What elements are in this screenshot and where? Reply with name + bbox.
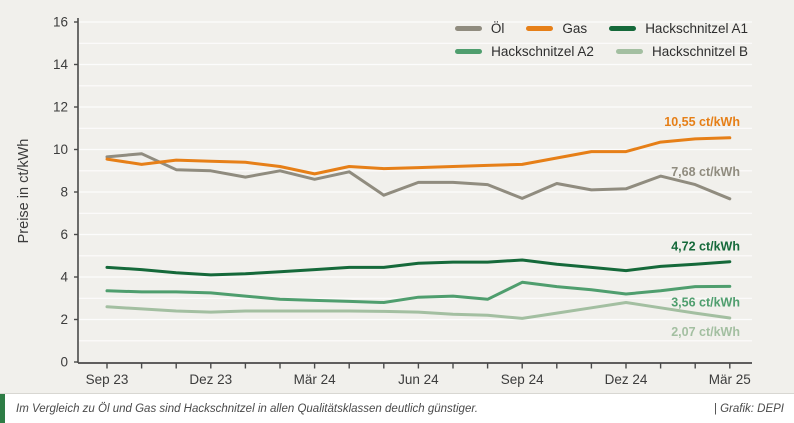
legend-swatch-hackschnitzel-a1 — [609, 26, 637, 31]
end-label-hackschnitzel-a2: 3,56 ct/kWh — [671, 295, 740, 309]
x-tick-label: Dez 23 — [189, 372, 232, 387]
legend-swatch-oel — [454, 26, 482, 31]
y-tick-label: 14 — [53, 57, 69, 72]
caption-text: Im Vergleich zu Öl und Gas sind Hackschn… — [16, 403, 478, 415]
chart-region: 0 2 4 6 8 10 12 14 16 Sep 23 Dez 23 Mär 24 Jun 24 Sep… — [0, 0, 794, 393]
chart-legend: Öl Gas Hackschnitzel A1 Hackschnitzel A2 Hac… — [454, 21, 748, 59]
legend-label-gas: Gas — [562, 21, 588, 36]
series-line-hackschnitzel-a2 — [105, 280, 732, 304]
series-line-oel — [105, 152, 732, 201]
y-tick-label: 2 — [60, 312, 68, 327]
legend-swatch-hackschnitzel-b — [615, 49, 643, 54]
y-tick-label: 10 — [53, 142, 68, 157]
legend-label-hackschnitzel-a2: Hackschnitzel A2 — [491, 44, 594, 59]
end-label-hackschnitzel-b: 2,07 ct/kWh — [671, 325, 740, 339]
end-label-oel: 7,68 ct/kWh — [671, 165, 740, 179]
legend-swatch-hackschnitzel-a2 — [455, 49, 483, 54]
legend-item-hackschnitzel-b: Hackschnitzel B — [615, 44, 748, 59]
y-tick-label: 6 — [60, 227, 68, 242]
legend-item-hackschnitzel-a1: Hackschnitzel A1 — [609, 21, 748, 36]
end-label-hackschnitzel-a1: 4,72 ct/kWh — [671, 240, 740, 254]
x-tick-label: Sep 23 — [86, 372, 129, 387]
price-line-chart: 0 2 4 6 8 10 12 14 16 Sep 23 Dez 23 Mär 24 Jun 24 Sep… — [16, 15, 752, 387]
caption-credit: | Grafik: DEPI — [713, 403, 784, 415]
y-tick-label: 16 — [53, 15, 68, 30]
y-tick-label: 12 — [53, 100, 68, 115]
y-tick-label: 0 — [60, 355, 68, 370]
series-line-gas — [105, 136, 732, 176]
x-tick-label: Jun 24 — [398, 372, 439, 387]
series-line-hackschnitzel-b — [105, 301, 732, 320]
legend-item-gas: Gas — [526, 21, 587, 36]
legend-label-hackschnitzel-a1: Hackschnitzel A1 — [645, 21, 748, 36]
x-tick-label: Mär 24 — [294, 372, 337, 387]
series-line-hackschnitzel-a1 — [105, 258, 732, 277]
legend-row: Hackschnitzel A2 Hackschnitzel B — [455, 44, 748, 59]
caption-accent-bar — [0, 394, 5, 423]
y-axis-title: Preise in ct/kWh — [16, 139, 32, 244]
x-tick-label: Dez 24 — [605, 372, 648, 387]
legend-item-hackschnitzel-a2: Hackschnitzel A2 — [455, 44, 594, 59]
legend-swatch-gas — [526, 26, 554, 31]
end-label-gas: 10,55 ct/kWh — [664, 115, 740, 129]
y-tick-label: 8 — [60, 185, 68, 200]
y-tick-label: 4 — [60, 270, 68, 285]
legend-row: Öl Gas Hackschnitzel A1 — [454, 21, 748, 36]
legend-item-oel: Öl — [454, 21, 505, 36]
x-tick-label: Sep 24 — [501, 372, 544, 387]
legend-label-oel: Öl — [490, 21, 505, 36]
caption-bar: Im Vergleich zu Öl und Gas sind Hackschn… — [0, 393, 794, 423]
x-tick-label: Mär 25 — [709, 372, 751, 387]
legend-label-hackschnitzel-b: Hackschnitzel B — [651, 44, 748, 59]
